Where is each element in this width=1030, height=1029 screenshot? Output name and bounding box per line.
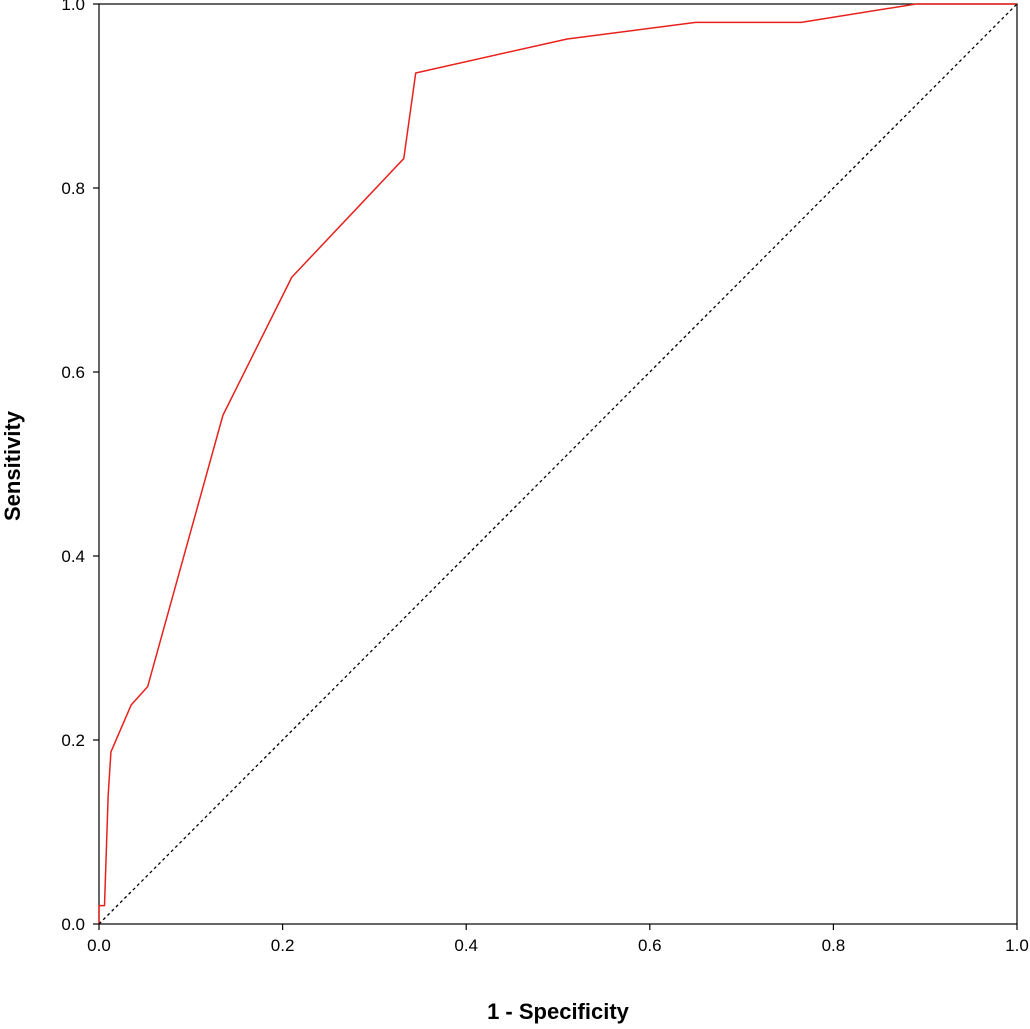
y-axis-title: Sensitivity bbox=[0, 410, 25, 521]
y-tick-label: 0.6 bbox=[61, 363, 85, 382]
x-tick-label: 1.0 bbox=[1005, 936, 1029, 955]
y-tick-label: 0.2 bbox=[61, 731, 85, 750]
y-tick-label: 1.0 bbox=[61, 0, 85, 14]
x-tick-label: 0.2 bbox=[271, 936, 295, 955]
x-axis-title: 1 - Specificity bbox=[487, 999, 630, 1024]
series-layer bbox=[98, 3, 1018, 925]
reference-diagonal-line bbox=[98, 3, 1018, 925]
plot-area bbox=[98, 3, 1018, 925]
x-tick-label: 0.8 bbox=[822, 936, 846, 955]
y-tick-label: 0.8 bbox=[61, 179, 85, 198]
roc-curve-line bbox=[98, 3, 1017, 924]
x-tick-label: 0.6 bbox=[638, 936, 662, 955]
x-tick-label: 0.0 bbox=[87, 936, 111, 955]
x-tick-label: 0.4 bbox=[454, 936, 478, 955]
y-tick-label: 0.0 bbox=[61, 915, 85, 934]
axis-ticks: 0.0 0.2 0.4 0.6 0.8 1.0 0.0 0.2 0.4 0.6 0.8 1.0 bbox=[61, 0, 1028, 955]
y-tick-label: 0.4 bbox=[61, 547, 85, 566]
